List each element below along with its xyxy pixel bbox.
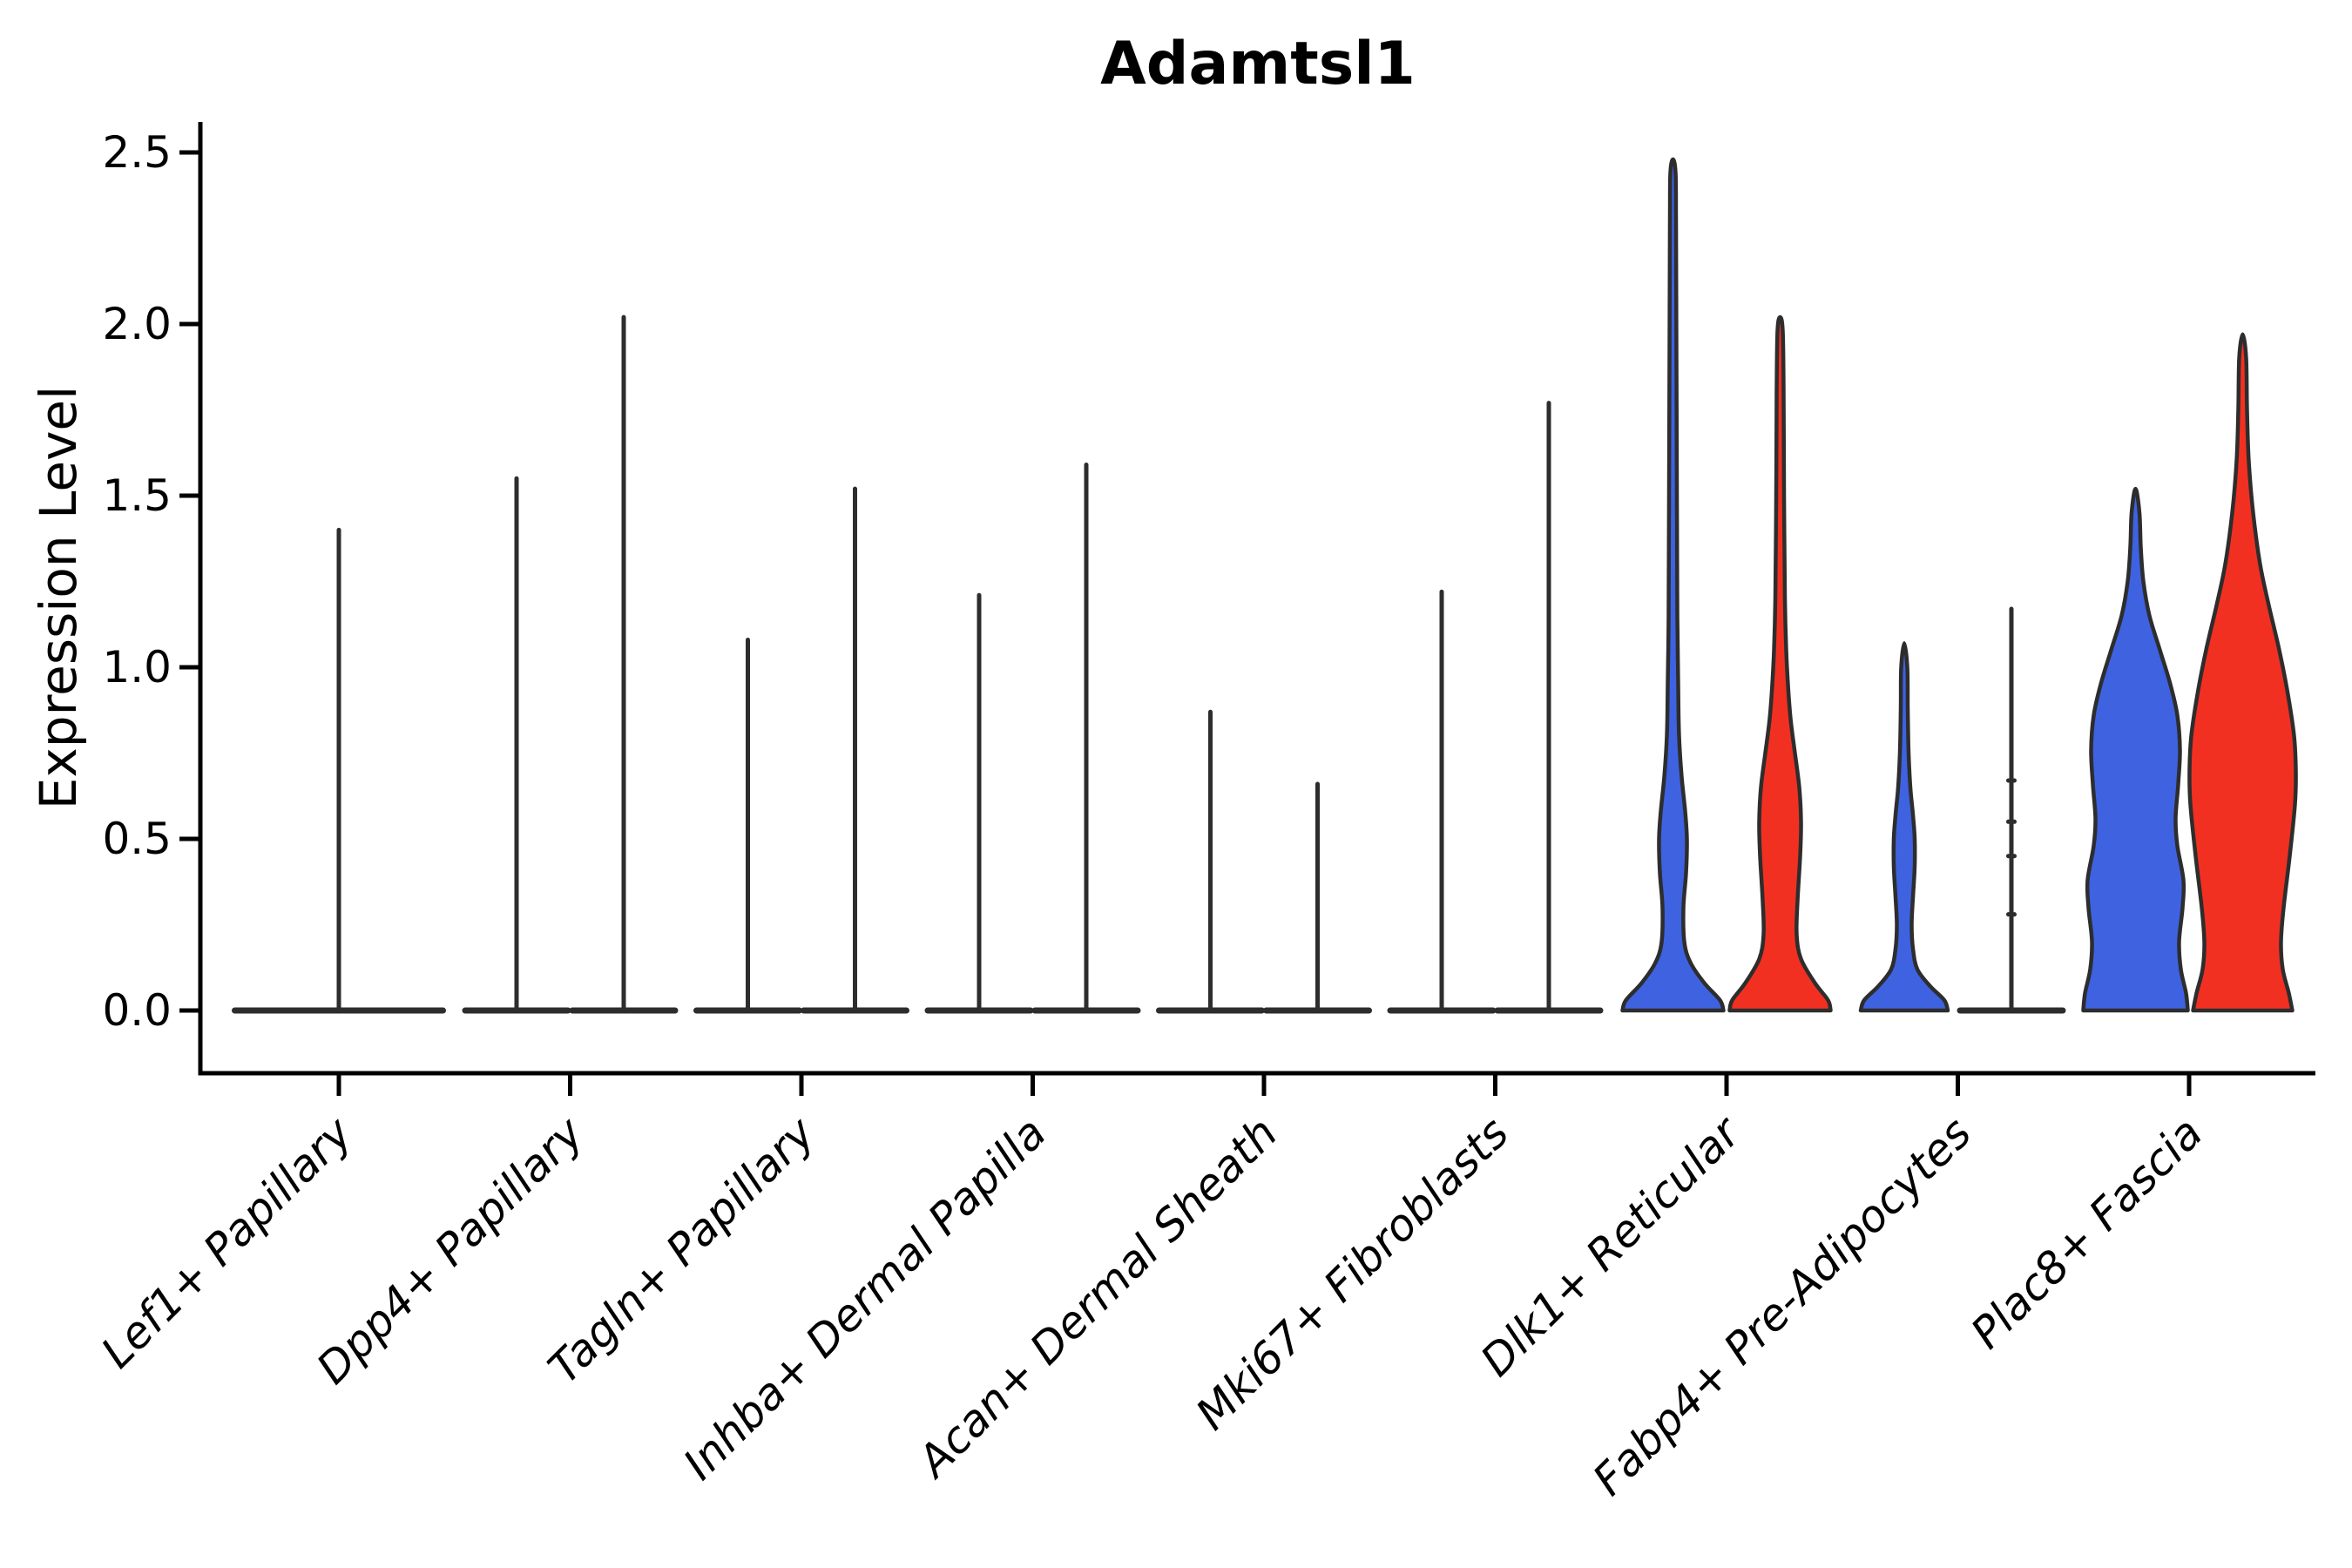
violin-blue: [1620, 157, 1726, 1013]
y-tick-label: 2.5: [102, 127, 172, 178]
violin-nub: [2006, 854, 2017, 859]
y-tick-group: 0.0 0.5 1.0 1.5 2.0 2.5: [102, 127, 200, 1036]
violin-nub: [2006, 912, 2017, 917]
violin-nub: [2006, 778, 2017, 783]
y-tick-label: 0.0: [102, 985, 172, 1036]
violin-red: [2187, 332, 2298, 1013]
y-axis-label: Expression Level: [29, 386, 88, 809]
x-tick-label: Plac8+ Fascia: [1962, 1107, 2213, 1358]
axes: [198, 122, 2315, 1076]
y-tick-label: 1.0: [102, 642, 172, 693]
chart-title: Adamtsl1: [1100, 30, 1416, 98]
x-tick-label: Lef1+ Papillary: [91, 1106, 362, 1377]
violins-group: [232, 157, 2298, 1014]
violin-red: [1727, 314, 1833, 1013]
violin-blue: [1858, 641, 1950, 1013]
y-tick-label: 0.5: [102, 814, 172, 864]
violin-blue: [2081, 486, 2190, 1013]
x-tick-label: Fabp4+ Pre-Adipocytes: [1583, 1107, 1981, 1505]
y-tick-label: 1.5: [102, 470, 172, 521]
y-tick-label: 2.0: [102, 299, 172, 349]
violin-nub: [2006, 819, 2017, 824]
